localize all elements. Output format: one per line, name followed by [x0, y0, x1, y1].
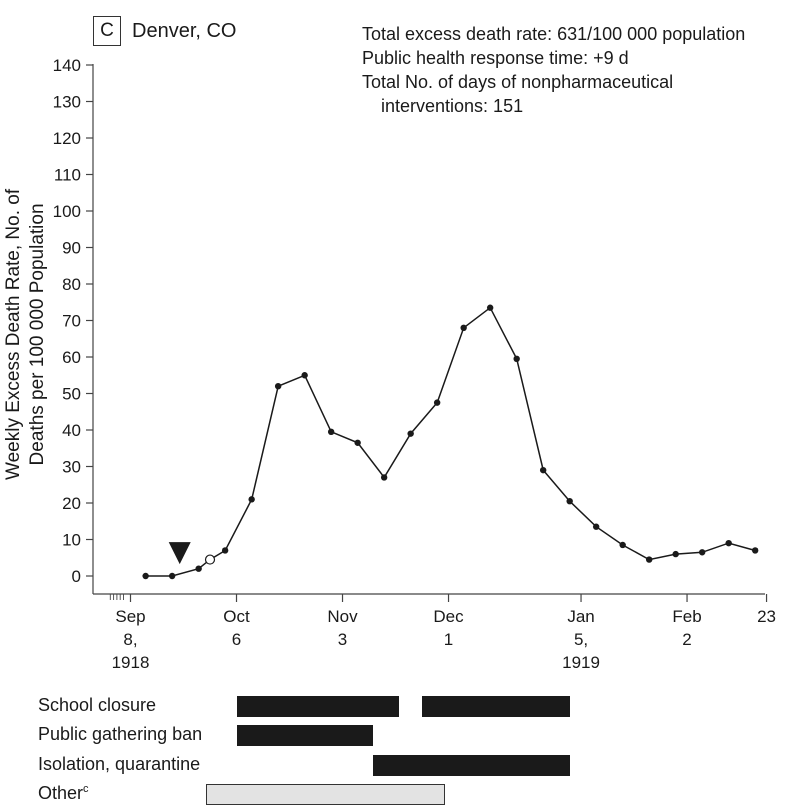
intervention-label-text: Isolation, quarantine	[38, 754, 201, 774]
intervention-label: School closure	[38, 695, 156, 716]
stat-response-time: Public health response time: +9 d	[362, 48, 629, 68]
x-tick-label: Feb	[672, 607, 701, 626]
x-tick-label: 2	[682, 630, 691, 649]
data-point-open	[204, 554, 216, 565]
data-point	[566, 497, 573, 505]
x-tick-label: 1	[444, 630, 453, 649]
data-point	[592, 523, 600, 530]
y-tick-label: 100	[53, 202, 81, 221]
data-point	[433, 399, 441, 406]
y-tick-label: 110	[54, 166, 81, 185]
x-tick-label: 1919	[562, 653, 600, 672]
y-tick-label: 10	[62, 531, 81, 550]
panel-letter-box: C	[93, 16, 121, 46]
stat-total-excess-death-rate: Total excess death rate: 631/100 000 pop…	[362, 24, 746, 44]
intervention-label-text: Other	[38, 783, 84, 803]
y-tick-label: 80	[62, 275, 81, 294]
data-point	[698, 549, 706, 556]
data-point	[725, 539, 732, 547]
data-point	[248, 496, 255, 503]
intervention-bar	[422, 696, 570, 717]
intervention-label: Isolation, quarantine	[38, 754, 200, 775]
data-point	[142, 572, 149, 580]
x-tick-label: Oct	[223, 607, 250, 626]
y-tick-label: 30	[62, 458, 81, 477]
series-line	[145, 306, 756, 577]
intervention-bar	[206, 784, 445, 805]
stat-npi-days-line2: interventions: 151	[381, 96, 524, 116]
y-tick-label: 60	[62, 348, 81, 367]
y-tick-label: 0	[72, 567, 81, 586]
data-point	[354, 439, 361, 446]
y-axis-label-line1: Weekly Excess Death Rate, No. of	[3, 188, 24, 480]
intervention-bar	[372, 755, 570, 776]
x-tick-label: 6	[232, 630, 241, 649]
data-point	[619, 541, 626, 549]
x-tick-label: 1918	[112, 653, 150, 672]
x-tick-label: 8,	[123, 630, 137, 649]
y-axis-label-line2: Deaths per 100 000 Population	[27, 203, 48, 466]
y-tick-label: 120	[53, 129, 81, 148]
data-point	[460, 324, 467, 331]
y-tick-label: 70	[62, 312, 81, 331]
city-title: Denver, CO	[132, 20, 237, 42]
stat-npi-days-line1: Total No. of days of nonpharmaceutical	[362, 72, 674, 92]
data-point	[168, 572, 176, 580]
x-tick-label: 5,	[574, 630, 588, 649]
y-axis-label: Weekly Excess Death Rate, No. of Deaths …	[2, 189, 50, 480]
data-point	[407, 430, 414, 437]
y-tick-label: 50	[62, 385, 81, 404]
stats-block: Total excess death rate: 631/100 000 pop…	[362, 22, 745, 118]
data-point	[539, 466, 547, 474]
data-point	[513, 355, 520, 363]
data-point	[327, 428, 335, 436]
data-point	[672, 550, 679, 558]
intervention-label-text: School closure	[38, 695, 157, 715]
y-tick-label: 130	[53, 93, 81, 112]
x-tick-label: 3	[338, 630, 347, 649]
intervention-label: Otherc	[38, 783, 89, 804]
x-tick-label: 23	[757, 607, 776, 626]
x-tick-label: Nov	[327, 607, 358, 626]
intervention-label-text: Public gathering ban	[38, 724, 203, 744]
intervention-bar	[236, 725, 373, 746]
data-point	[301, 372, 308, 379]
intervention-bar	[236, 696, 400, 717]
data-point	[645, 556, 653, 563]
x-tick-label: Dec	[433, 607, 464, 626]
y-tick-label: 20	[62, 494, 81, 513]
data-point	[751, 547, 759, 554]
data-point	[380, 474, 388, 481]
response-marker-triangle	[168, 542, 191, 565]
intervention-label-footnote: c	[83, 783, 89, 795]
data-point	[486, 304, 494, 311]
data-point	[274, 383, 282, 390]
x-tick-label: Sep	[115, 607, 145, 626]
intervention-label: Public gathering ban	[38, 724, 202, 745]
data-point	[195, 565, 202, 572]
data-point	[221, 547, 229, 554]
y-tick-label: 90	[62, 239, 81, 258]
y-tick-label: 140	[53, 56, 81, 75]
y-tick-label: 40	[62, 421, 81, 440]
x-tick-label: Jan	[567, 607, 594, 626]
